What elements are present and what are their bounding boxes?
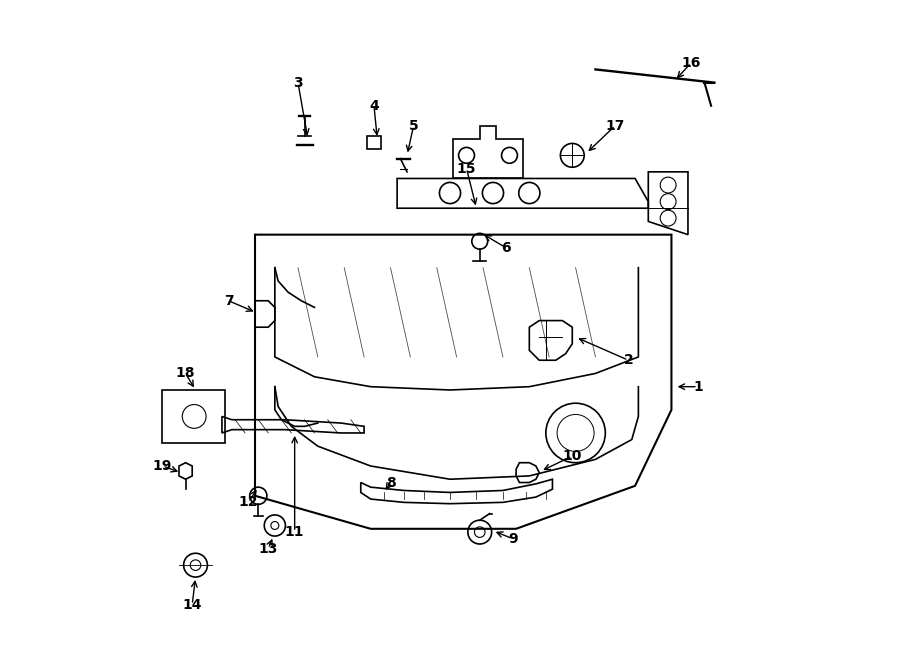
Text: 19: 19 [153,459,172,473]
Text: 7: 7 [224,293,233,308]
Text: 16: 16 [681,56,701,70]
Text: 12: 12 [238,495,258,510]
Text: 14: 14 [183,598,202,612]
Text: 9: 9 [508,531,518,546]
Text: 11: 11 [285,525,304,539]
Text: 5: 5 [409,118,419,133]
Text: 3: 3 [293,75,302,90]
Text: 15: 15 [457,161,476,176]
Text: 13: 13 [258,541,278,556]
Text: 18: 18 [176,366,195,381]
Text: 6: 6 [501,241,511,255]
Text: 17: 17 [606,118,625,133]
Text: 8: 8 [385,475,395,490]
Text: 10: 10 [562,449,582,463]
Text: 4: 4 [369,98,379,113]
Text: 1: 1 [693,379,703,394]
Text: 2: 2 [624,353,634,368]
